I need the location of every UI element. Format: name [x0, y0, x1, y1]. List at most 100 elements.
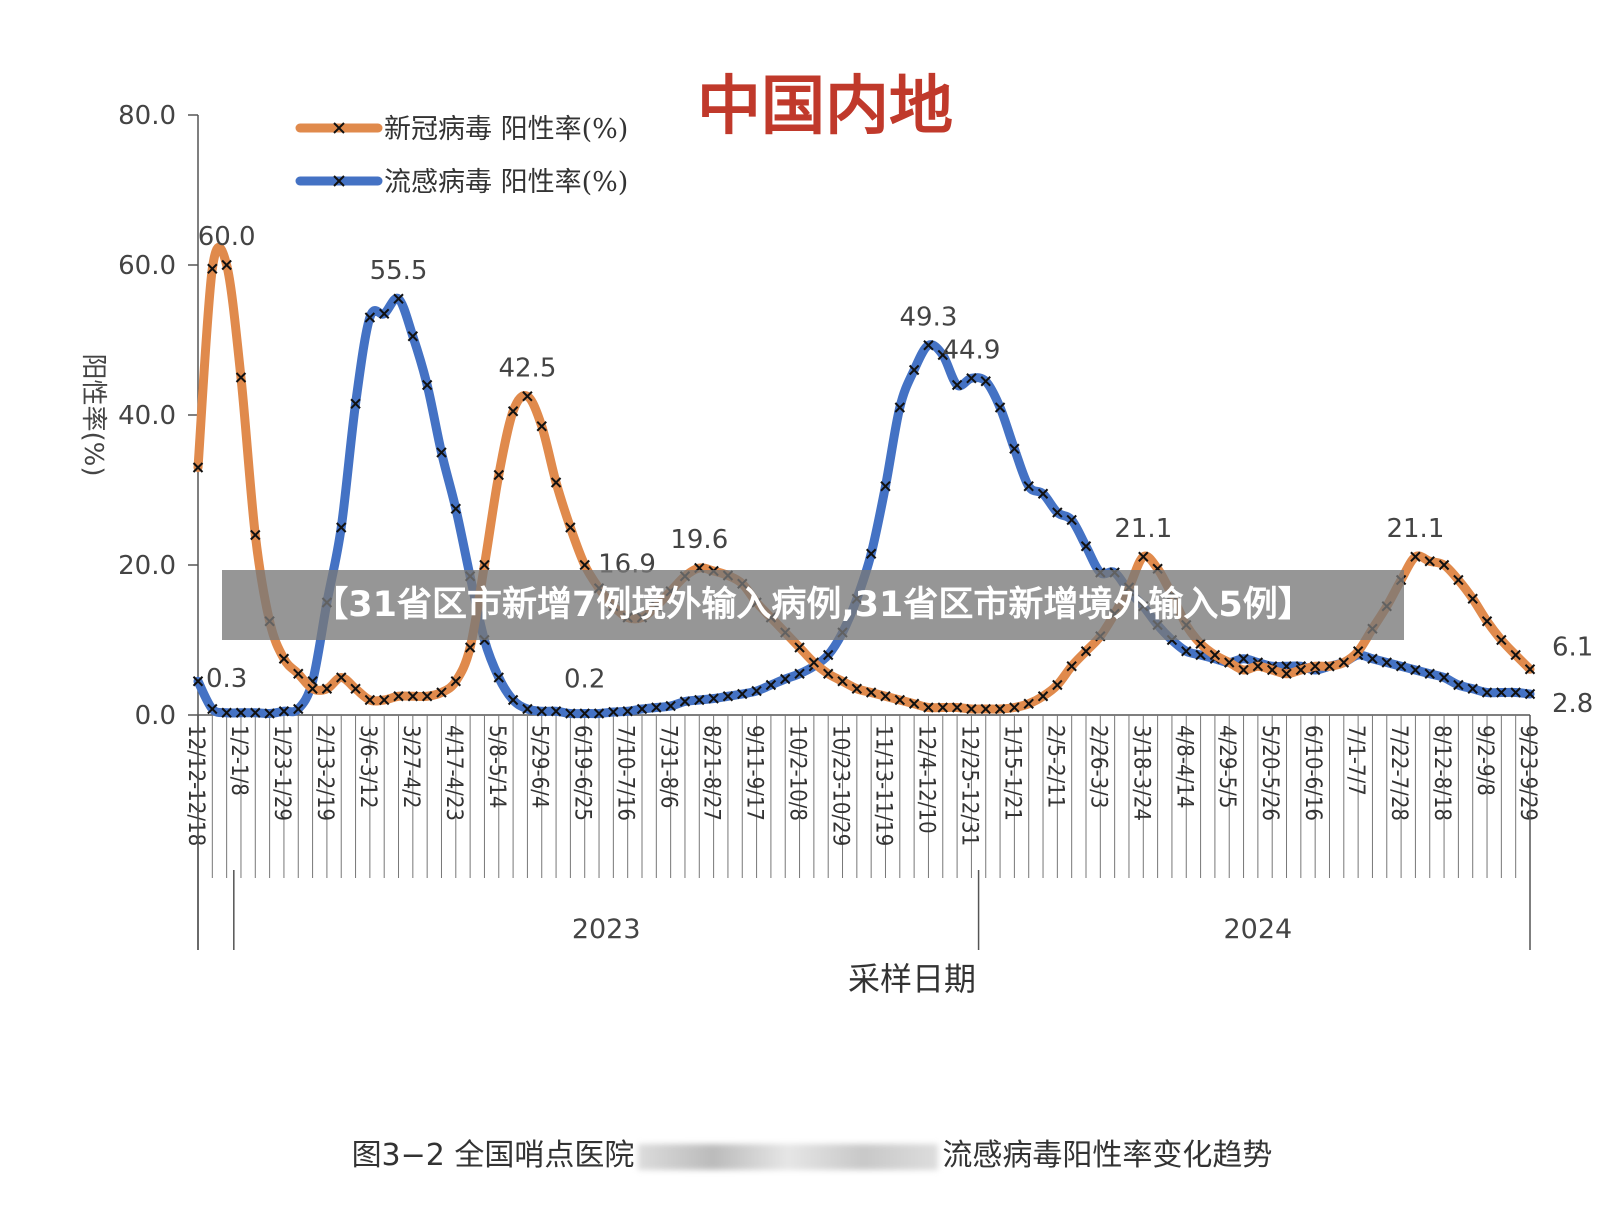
- data-point: [1281, 668, 1292, 679]
- data-point: [1080, 541, 1092, 552]
- data-point: [536, 706, 547, 717]
- data-point: [966, 703, 977, 715]
- data-point: [221, 259, 232, 271]
- x-tick-label: 1/2-1/8: [226, 725, 251, 796]
- data-point: [235, 372, 247, 383]
- data-point: [1438, 559, 1450, 571]
- data-label: 19.6: [670, 525, 728, 555]
- x-tick-label: 12/12-12/18: [183, 725, 208, 846]
- data-point: [1367, 653, 1378, 664]
- data-label: 21.1: [1386, 514, 1444, 544]
- data-point: [278, 706, 290, 717]
- data-point: [436, 447, 447, 458]
- data-point: [421, 379, 433, 391]
- x-tick-label: 6/10-6/16: [1300, 725, 1325, 821]
- data-point: [421, 691, 433, 702]
- x-tick-label: 5/29-6/4: [527, 725, 552, 808]
- data-point: [937, 349, 948, 361]
- data-point: [822, 668, 834, 679]
- x-tick-label: 12/25-12/31: [956, 725, 981, 846]
- data-point: [522, 703, 533, 715]
- data-point: [923, 340, 934, 351]
- x-tick-label: 9/23-9/29: [1515, 725, 1540, 821]
- data-point: [336, 522, 347, 533]
- data-point: [1510, 687, 1521, 698]
- data-point: [550, 706, 562, 717]
- series-line-1: [193, 293, 1535, 719]
- x-tick-label: 2/5-2/11: [1042, 725, 1067, 808]
- data-point: [264, 708, 275, 719]
- data-point: [536, 421, 547, 432]
- data-point: [894, 694, 906, 706]
- data-label: 0.2: [564, 665, 605, 695]
- data-point: [1424, 668, 1435, 679]
- headline-banner: 【31省区市新增7例境外输入病例,31省区市新增境外输入5例】: [222, 570, 1404, 640]
- data-point: [708, 693, 719, 704]
- data-point: [250, 707, 261, 718]
- data-point: [436, 687, 447, 698]
- y-tick-label: 80.0: [118, 101, 176, 131]
- figure-caption: 图3−2 全国哨点医院 流感病毒阳性率变化趋势: [0, 1130, 1624, 1174]
- data-labels: 60.055.542.516.919.649.344.921.1 21.16.12…: [198, 222, 1594, 719]
- data-point: [1453, 679, 1464, 691]
- data-point: [1052, 507, 1063, 518]
- data-point: [1037, 488, 1049, 499]
- legend-entry: 流感病毒 阳性率(%): [295, 167, 628, 198]
- data-point: [393, 293, 404, 304]
- data-label: 6.1: [1552, 632, 1593, 662]
- data-point: [207, 703, 218, 715]
- x-tick-label: 7/31-8/6: [656, 725, 681, 808]
- data-point: [336, 672, 347, 683]
- data-point: [636, 703, 648, 715]
- data-point: [951, 379, 963, 391]
- data-point: [1524, 664, 1536, 675]
- x-tick-label: 1/15-1/21: [999, 725, 1024, 821]
- data-point: [865, 548, 877, 559]
- data-point: [651, 702, 662, 713]
- data-point: [966, 373, 977, 384]
- x-tick-label: 3/18-3/24: [1128, 725, 1153, 821]
- legend-label: 新冠病毒 阳性率(%): [384, 114, 628, 145]
- data-point: [1467, 593, 1478, 604]
- data-point: [765, 679, 777, 691]
- x-tick-label: 10/23-10/29: [828, 725, 853, 846]
- data-point: [1424, 556, 1435, 567]
- data-point: [493, 469, 504, 481]
- data-point: [622, 706, 633, 717]
- data-point: [293, 703, 304, 715]
- data-point: [522, 391, 533, 402]
- caption-left: 图3−2 全国哨点医院: [351, 1138, 635, 1173]
- data-point: [1266, 664, 1278, 676]
- x-tick-label: 8/12-8/18: [1429, 725, 1454, 821]
- x-tick-label: 1/23-1/29: [269, 725, 294, 821]
- data-point: [565, 522, 576, 533]
- caption-right: 流感病毒阳性率变化趋势: [942, 1138, 1273, 1173]
- data-point: [665, 700, 676, 712]
- data-point: [378, 308, 390, 319]
- data-point: [550, 477, 562, 488]
- data-label: 2.8: [1552, 689, 1593, 719]
- data-point: [837, 676, 848, 687]
- data-point: [1138, 551, 1149, 562]
- data-point: [894, 402, 906, 413]
- data-point: [794, 668, 805, 679]
- data-point: [1066, 514, 1077, 526]
- x-tick-label: 12/4-12/10: [913, 725, 938, 834]
- data-point: [1252, 661, 1264, 672]
- data-point: [1238, 664, 1249, 676]
- data-point: [207, 263, 218, 274]
- data-point: [507, 406, 519, 417]
- data-point: [780, 673, 791, 685]
- legend-label: 流感病毒 阳性率(%): [384, 167, 628, 198]
- data-point: [593, 708, 605, 719]
- data-point: [880, 481, 891, 492]
- x-tick-label: 4/29-5/5: [1214, 725, 1239, 808]
- data-point: [937, 702, 948, 713]
- data-point: [908, 698, 920, 709]
- axes: 0.0 20.0 40.0 60.0 80.0 12/12-12/18 1/2-1/8 1/2…: [118, 101, 1540, 950]
- data-label: 0.3: [206, 664, 247, 694]
- data-point: [464, 642, 476, 653]
- x-tick-label: 11/13-11/19: [870, 725, 895, 846]
- data-point: [737, 688, 748, 700]
